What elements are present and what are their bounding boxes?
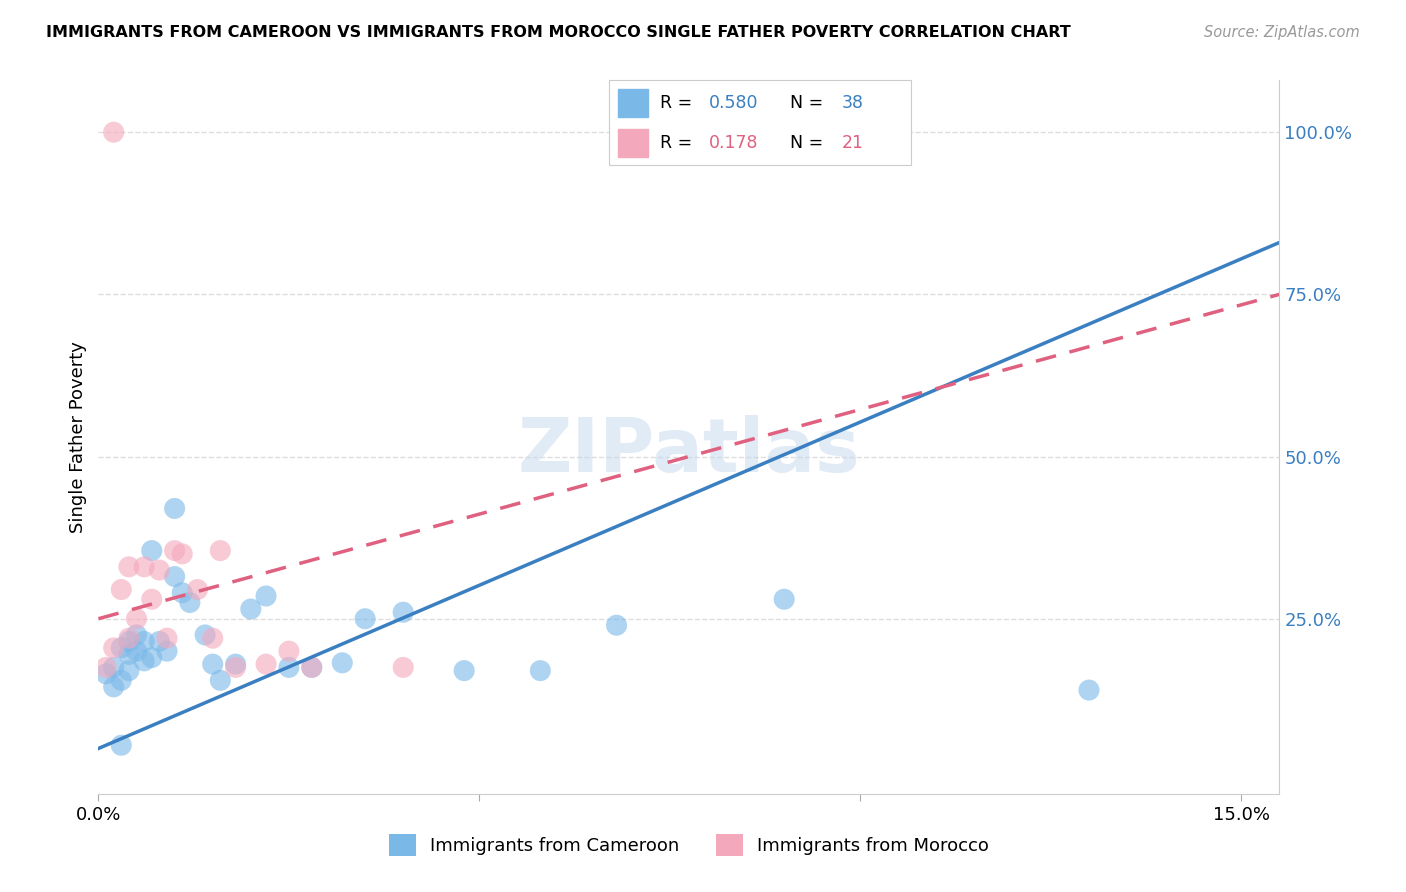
Point [118, 631, 141, 645]
Point [163, 501, 186, 516]
Bar [617, 128, 648, 157]
Point [118, 648, 141, 662]
Point [179, 595, 201, 609]
Point [156, 631, 179, 645]
Text: N =: N = [790, 94, 824, 112]
Text: IMMIGRANTS FROM CAMEROON VS IMMIGRANTS FROM MOROCCO SINGLE FATHER POVERTY CORREL: IMMIGRANTS FROM CAMEROON VS IMMIGRANTS F… [46, 25, 1071, 40]
Text: Source: ZipAtlas.com: Source: ZipAtlas.com [1204, 25, 1360, 40]
Point [392, 605, 415, 619]
Point [194, 628, 217, 642]
Point [141, 543, 163, 558]
Point [134, 634, 156, 648]
Point [254, 589, 277, 603]
Point [277, 660, 299, 674]
Point [277, 644, 299, 658]
Point [103, 660, 125, 674]
Point [125, 612, 148, 626]
Point [254, 657, 277, 672]
Point [201, 657, 224, 672]
Point [201, 631, 224, 645]
Text: R =: R = [661, 94, 692, 112]
Point [134, 559, 156, 574]
Text: 0.580: 0.580 [709, 94, 758, 112]
Point [354, 612, 377, 626]
Legend: Immigrants from Cameroon, Immigrants from Morocco: Immigrants from Cameroon, Immigrants fro… [389, 834, 988, 856]
Point [606, 618, 628, 632]
Point [239, 602, 262, 616]
Point [134, 654, 156, 668]
Point [118, 634, 141, 648]
Point [148, 634, 170, 648]
Point [163, 543, 186, 558]
Point [186, 582, 208, 597]
Point [103, 680, 125, 694]
Text: ZIPatlas: ZIPatlas [517, 415, 860, 488]
Point [529, 664, 551, 678]
Point [301, 660, 323, 674]
Point [225, 660, 247, 674]
Text: N =: N = [790, 134, 824, 152]
Point [301, 660, 323, 674]
Point [118, 559, 141, 574]
Text: 38: 38 [842, 94, 863, 112]
Point [103, 640, 125, 655]
Y-axis label: Single Father Poverty: Single Father Poverty [69, 341, 87, 533]
Point [172, 547, 194, 561]
Text: 21: 21 [842, 134, 863, 152]
Text: 0.178: 0.178 [709, 134, 758, 152]
Point [141, 650, 163, 665]
Point [141, 592, 163, 607]
Point [225, 657, 247, 672]
Bar [617, 89, 648, 117]
Point [1078, 683, 1101, 698]
Point [103, 125, 125, 139]
Text: R =: R = [661, 134, 692, 152]
Point [209, 543, 232, 558]
Point [209, 673, 232, 688]
Point [94, 660, 117, 674]
Point [125, 644, 148, 658]
Point [94, 666, 117, 681]
Point [110, 673, 132, 688]
Point [773, 125, 796, 139]
Point [392, 660, 415, 674]
Point [110, 582, 132, 597]
Point [110, 738, 132, 752]
Point [163, 569, 186, 583]
Point [453, 664, 475, 678]
Point [773, 592, 796, 607]
Point [156, 644, 179, 658]
Point [125, 628, 148, 642]
Point [118, 664, 141, 678]
Point [110, 640, 132, 655]
Point [330, 656, 353, 670]
Point [172, 586, 194, 600]
Point [148, 563, 170, 577]
